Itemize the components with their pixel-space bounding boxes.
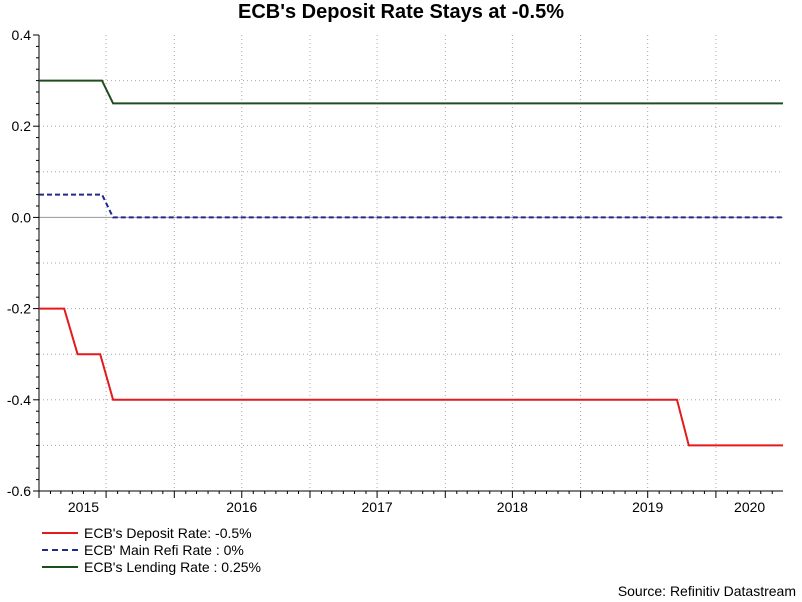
series-lines (39, 79, 783, 447)
legend: ECB's Deposit Rate: -0.5% ECB' Main Refi… (42, 524, 261, 575)
tick-labels: 0.4 0.2 0.0 -0.2 -0.4 -0.6 2015 2016 2017 2018 201… (7, 27, 766, 515)
grid-lines (39, 35, 783, 491)
source-note: Source: Refinitiv Datastream (617, 583, 796, 599)
legend-label-deposit-rate: ECB's Deposit Rate: -0.5% (84, 524, 252, 541)
legend-item-main-refi-rate: ECB' Main Refi Rate : 0% (42, 541, 261, 558)
legend-label-main-refi-rate: ECB' Main Refi Rate : 0% (84, 541, 244, 558)
legend-swatch-main-refi-rate (42, 548, 78, 551)
x-tick-label: 2016 (226, 499, 257, 515)
axes (33, 34, 783, 498)
series-line-deposit-rate (39, 307, 783, 447)
x-tick-label: 2017 (362, 499, 393, 515)
x-tick-label: 2015 (68, 499, 99, 515)
series-line-lending-rate (39, 79, 783, 105)
legend-label-lending-rate: ECB's Lending Rate : 0.25% (84, 558, 262, 575)
x-tick-label: 2020 (734, 499, 765, 515)
legend-swatch-deposit-rate (42, 531, 78, 534)
x-tick-label: 2019 (632, 499, 663, 515)
series-line-main-refi-rate (39, 193, 783, 219)
y-tick-label: -0.2 (7, 301, 31, 317)
legend-swatch-lending-rate (42, 565, 78, 568)
chart-title: ECB's Deposit Rate Stays at -0.5% (238, 1, 564, 23)
legend-item-deposit-rate: ECB's Deposit Rate: -0.5% (42, 524, 261, 541)
y-tick-label: -0.6 (7, 483, 31, 499)
y-tick-label: 0.0 (12, 209, 32, 225)
y-tick-label: -0.4 (7, 392, 31, 408)
y-tick-label: 0.2 (12, 118, 32, 134)
x-tick-label: 2018 (497, 499, 528, 515)
y-tick-label: 0.4 (12, 27, 32, 43)
legend-item-lending-rate: ECB's Lending Rate : 0.25% (42, 558, 261, 575)
